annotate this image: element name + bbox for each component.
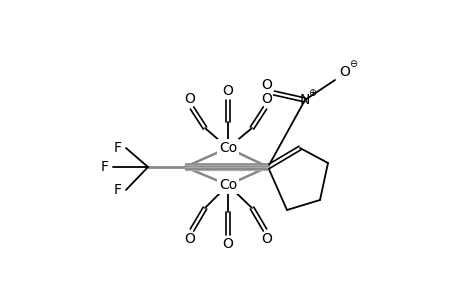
Text: O: O — [261, 232, 272, 246]
Text: O: O — [339, 65, 350, 79]
Text: O: O — [261, 92, 272, 106]
Text: O: O — [261, 78, 272, 92]
Text: O: O — [222, 84, 233, 98]
Text: O: O — [184, 92, 195, 106]
Text: F: F — [114, 141, 122, 155]
Text: Co: Co — [218, 178, 236, 192]
Text: F: F — [114, 183, 122, 197]
Text: O: O — [184, 232, 195, 246]
Text: ⊕: ⊕ — [307, 88, 315, 98]
Text: Co: Co — [218, 141, 236, 155]
Text: ⊖: ⊖ — [348, 59, 356, 69]
Text: O: O — [222, 237, 233, 251]
Text: N: N — [299, 93, 309, 107]
Text: F: F — [101, 160, 109, 174]
